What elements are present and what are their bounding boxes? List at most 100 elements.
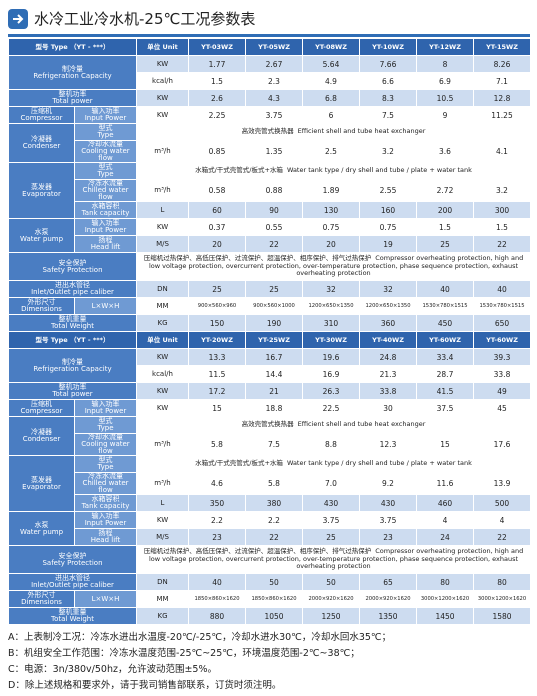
value: 4 bbox=[473, 511, 531, 529]
value: 65 bbox=[359, 573, 417, 591]
label-cn: 外形尺寸 bbox=[27, 591, 56, 599]
group-label: 蒸发器 Evaporator bbox=[8, 455, 75, 512]
value: 4.1 bbox=[473, 140, 531, 163]
sub-label: 型式 Type bbox=[74, 455, 137, 473]
data-row: 冷凝器 Condenser 型式 Type 高效壳管式换热器 Efficient shel… bbox=[8, 416, 531, 456]
data-row: 蒸发器 Evaporator 型式 Type 水箱式/干式壳管式/板式+水箱 Water … bbox=[8, 455, 531, 512]
value: 1.77 bbox=[188, 55, 246, 73]
label-en: Chilled water flow bbox=[82, 479, 129, 494]
data-row: 压缩机 Compressor 输入功率 Input Power KW 2.25 3.75 6 7… bbox=[8, 106, 531, 124]
value: 17.2 bbox=[188, 382, 246, 400]
value: 5.8 bbox=[188, 433, 246, 456]
label-en: Tank capacity bbox=[81, 209, 130, 217]
value: 1.5 bbox=[188, 72, 246, 90]
value: 33.8 bbox=[359, 382, 417, 400]
model-name: YT-05WZ bbox=[245, 38, 303, 56]
value: 5.64 bbox=[302, 55, 360, 73]
value: 8.3 bbox=[359, 89, 417, 107]
value: 25 bbox=[188, 280, 246, 298]
label-cn: 输入功率 bbox=[91, 107, 120, 115]
data-row: 安全保护 Safety Protection 压缩机过热保护、高低压保护、过流保护、… bbox=[8, 545, 531, 574]
value: 3.2 bbox=[359, 140, 417, 163]
model-name: YT-12WZ bbox=[416, 38, 474, 56]
unit: KG bbox=[136, 314, 189, 332]
sub-label: 水箱容积 Tank capacity bbox=[74, 494, 137, 512]
label-en: Dimensions bbox=[21, 305, 62, 313]
unit: m³/h bbox=[136, 179, 189, 202]
value: 21.3 bbox=[359, 365, 417, 383]
value: 60 bbox=[188, 201, 246, 219]
value: 7.5 bbox=[359, 106, 417, 124]
group-label: 制冷量 Refrigeration Capacity bbox=[8, 55, 137, 90]
label-en: Type bbox=[97, 424, 114, 432]
label-en: Safety Protection bbox=[42, 558, 103, 567]
value: 50 bbox=[245, 573, 303, 591]
value: 500 bbox=[473, 494, 531, 512]
data-row: 冷冻水流量 Chilled water flow m³/h 0.58 0.88 1.89 2… bbox=[9, 179, 531, 202]
value: 450 bbox=[416, 314, 474, 332]
value: 21 bbox=[245, 382, 303, 400]
label-cn: 型式 bbox=[98, 124, 113, 132]
notes: A：上表制冷工况：冷冻水进出水温度-20℃/-25℃，冷却水进水30℃，冷却水回… bbox=[8, 630, 391, 694]
group-label: 外形尺寸 Dimensions bbox=[8, 297, 75, 315]
label-cn: 进出水管径 bbox=[55, 574, 90, 582]
value: 8.26 bbox=[473, 55, 531, 73]
value: 32 bbox=[302, 280, 360, 298]
value: 430 bbox=[359, 494, 417, 512]
data-row: 进出水管径 Inlet/Outlet pipe caliber DN 25 25 32 32… bbox=[8, 280, 531, 298]
label-en: Total Weight bbox=[51, 322, 94, 330]
value: 22 bbox=[245, 235, 303, 253]
data-row: 冷却水流量 Cooling water flow m³/h 5.8 7.5 8.8 12.3… bbox=[9, 433, 531, 456]
group-label: 整机功率 Total power bbox=[8, 89, 137, 107]
unit: kcal/h bbox=[136, 72, 189, 90]
label-en: Cooling water flow bbox=[81, 440, 130, 455]
value: 1200×650×1350 bbox=[359, 297, 417, 315]
group-label: 整机功率 Total power bbox=[8, 382, 137, 400]
label-cn: 冷却水流量 bbox=[88, 140, 123, 148]
unit: KW bbox=[136, 399, 189, 417]
unit: KW bbox=[136, 55, 189, 73]
label-en: Refrigeration Capacity bbox=[33, 71, 112, 80]
label-cn: 压缩机 bbox=[31, 107, 52, 115]
value: 160 bbox=[359, 201, 417, 219]
value: 3.75 bbox=[359, 511, 417, 529]
data-row: 扬程 Head lift M/S 23 22 25 23 24 22 bbox=[9, 528, 531, 546]
value: 17.6 bbox=[473, 433, 531, 456]
value: 19.6 bbox=[302, 348, 360, 366]
value: 380 bbox=[245, 494, 303, 512]
label-cn: 输入功率 bbox=[91, 512, 120, 520]
label-cn: 整机功率 bbox=[58, 383, 87, 391]
label-en: Compressor overheating protection, high … bbox=[148, 254, 524, 278]
span-text: 压缩机过热保护、高低压保护、过流保护、超温保护、相序保护、排气过热保护 Compr… bbox=[136, 545, 531, 574]
value: 2.3 bbox=[245, 72, 303, 90]
header-unit: 单位 Unit bbox=[136, 38, 189, 56]
value: 16.7 bbox=[245, 348, 303, 366]
value: 1.5 bbox=[473, 218, 531, 236]
value: 22 bbox=[473, 528, 531, 546]
header-type: 型号 Type （YT - ***） bbox=[8, 38, 137, 56]
label-en: Total power bbox=[52, 97, 93, 105]
value: 350 bbox=[188, 494, 246, 512]
value: 7.1 bbox=[473, 72, 531, 90]
spec-table: 型号 Type （YT - ***） 单位 Unit YT-03WZ YT-05WZ Y… bbox=[8, 38, 531, 332]
group-label: 安全保护 Safety Protection bbox=[8, 545, 137, 574]
group-label: 整机重量 Total Weight bbox=[8, 314, 137, 332]
value: 1.35 bbox=[245, 140, 303, 163]
data-row: 进出水管径 Inlet/Outlet pipe caliber DN 40 50 50 65… bbox=[8, 573, 531, 591]
label-en: Inlet/Outlet pipe caliber bbox=[31, 581, 114, 589]
label-en: Input Power bbox=[84, 114, 127, 122]
value: 1530×780×1515 bbox=[473, 297, 531, 315]
value: 360 bbox=[359, 314, 417, 332]
value: 2000×920×1620 bbox=[302, 590, 360, 608]
unit: KW bbox=[136, 382, 189, 400]
value: 13.3 bbox=[188, 348, 246, 366]
value: 40 bbox=[416, 280, 474, 298]
label-en: Input Power bbox=[84, 226, 127, 234]
data-row: 外形尺寸 Dimensions L×W×H MM 900×560×960 900×560×… bbox=[8, 297, 531, 315]
value: 0.75 bbox=[302, 218, 360, 236]
label-en: Type bbox=[97, 131, 114, 139]
label-en: Inlet/Outlet pipe caliber bbox=[31, 288, 114, 296]
unit: KW bbox=[136, 89, 189, 107]
label-en: Water tank type / dry shell and tube / p… bbox=[286, 459, 472, 468]
value: 5.8 bbox=[245, 472, 303, 495]
